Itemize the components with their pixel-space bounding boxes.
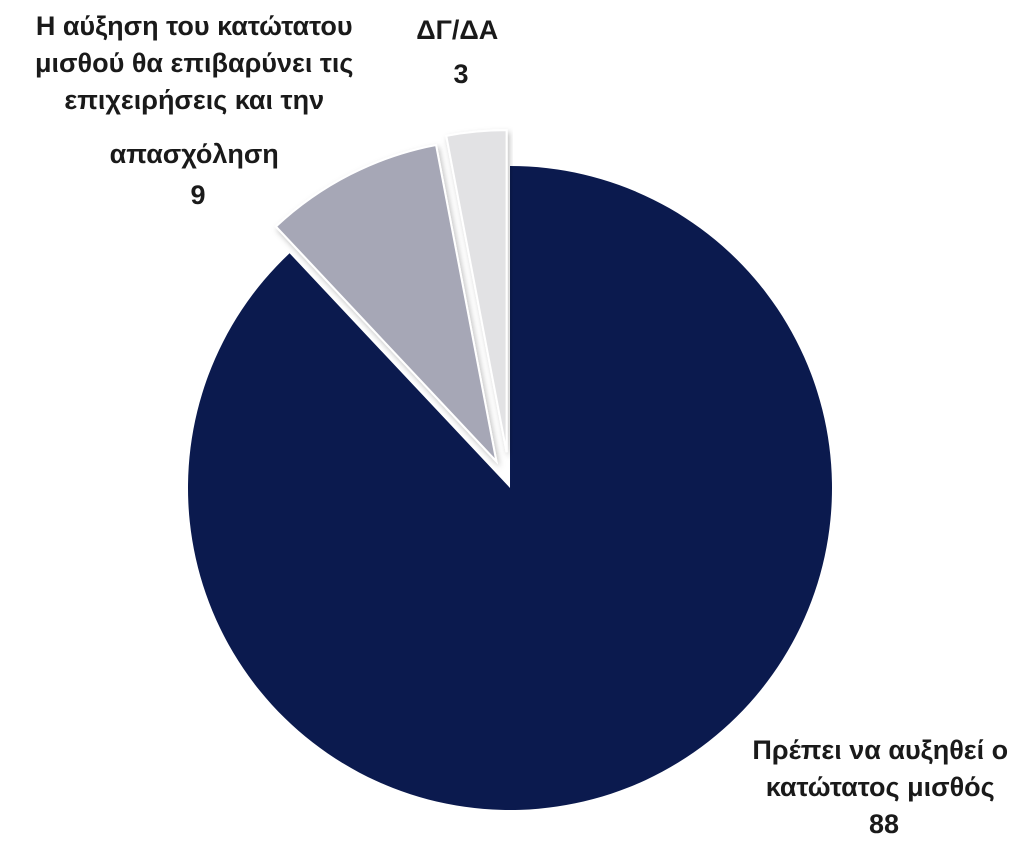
slice-value-dgda: 3 xyxy=(453,59,468,89)
slice-value-burden: 9 xyxy=(190,180,205,210)
slice-label-burden-line-4: απασχόληση xyxy=(110,139,279,169)
pie-slice-main xyxy=(188,166,833,810)
slice-label-burden: Η αύξηση του κατώτατου μισθού θα επιβαρύ… xyxy=(35,11,361,210)
pie-slices xyxy=(188,129,833,810)
slice-label-main: Πρέπει να αυξηθεί ο κατώτατος μισθός 88 xyxy=(752,735,1015,839)
pie-slice-burden xyxy=(274,143,499,465)
slice-label-dgda-line-1: ΔΓ/ΔΑ xyxy=(416,15,498,45)
slice-label-main-line-2: κατώτατος μισθός xyxy=(766,772,995,802)
pie-slice-dgda xyxy=(445,129,508,453)
slice-value-main: 88 xyxy=(869,809,899,839)
slice-label-burden-line-1: Η αύξηση του κατώτατου xyxy=(36,11,353,41)
slice-label-burden-line-3: επιχειρήσεις και την xyxy=(64,85,324,115)
slice-label-dgda: ΔΓ/ΔΑ 3 xyxy=(416,15,506,89)
slice-label-burden-line-2: μισθού θα επιβαρύνει τις xyxy=(35,48,353,78)
slice-label-main-line-1: Πρέπει να αυξηθεί ο xyxy=(752,735,1008,765)
